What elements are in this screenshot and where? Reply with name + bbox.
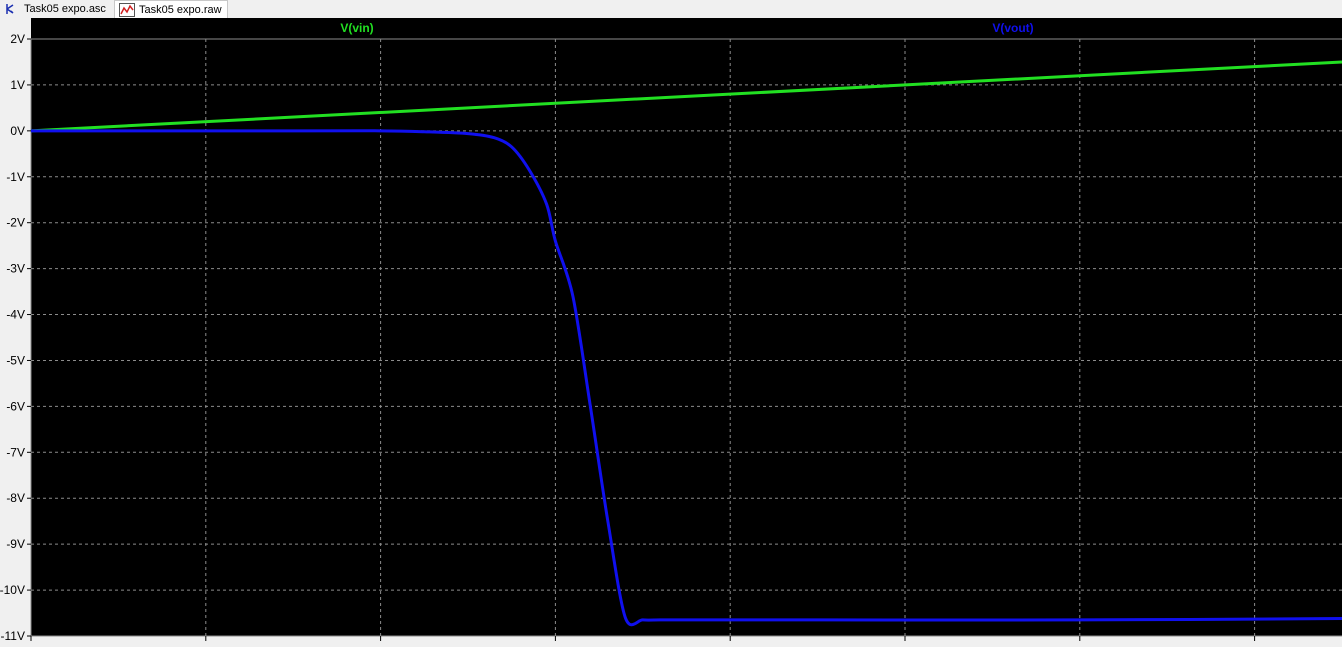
trace-label-1[interactable]: V(vout) (992, 21, 1033, 35)
waveform-plot-area[interactable]: 2V 1V 0V -1V -2V -3V -4V -5V -6V -7V -8V -9V -10V -11… (0, 18, 1342, 647)
y-axis-band (0, 18, 31, 647)
y-tick-label: 2V (10, 32, 25, 46)
tab-schematic-label: Task05 expo.asc (24, 3, 106, 15)
trace-vvin[interactable] (30, 60, 1342, 133)
trace-vvout[interactable] (31, 129, 1342, 627)
waveform-chart[interactable]: 2V 1V 0V -1V -2V -3V -4V -5V -6V -7V -8V -9V -10V -11… (0, 18, 1342, 647)
y-tick-label: -10V (0, 583, 25, 597)
y-tick-label: -7V (6, 445, 25, 459)
y-tick-label: 0V (10, 124, 25, 138)
tab-waveform-label: Task05 expo.raw (139, 3, 222, 16)
trace-label-0[interactable]: V(vin) (340, 21, 373, 35)
tab-bar: Task05 expo.asc Task05 expo.raw (0, 0, 1342, 19)
y-tick-label: -4V (6, 308, 25, 322)
y-tick-label: 1V (10, 78, 25, 92)
waveform-icon (119, 2, 135, 17)
y-tick-label: -2V (6, 216, 25, 230)
plot-background (0, 18, 1342, 647)
tab-schematic[interactable]: Task05 expo.asc (0, 0, 110, 18)
y-tick-label: -11V (1, 629, 25, 643)
y-tick-label: -8V (6, 491, 25, 505)
y-tick-label: -1V (6, 170, 25, 184)
x-axis-band (0, 636, 1342, 647)
y-tick-label: -9V (6, 537, 25, 551)
schematic-icon (4, 2, 20, 16)
y-tick-label: -3V (6, 262, 25, 276)
y-tick-label: -6V (6, 399, 25, 413)
y-tick-label: -5V (6, 353, 25, 367)
tab-waveform[interactable]: Task05 expo.raw (114, 0, 228, 18)
